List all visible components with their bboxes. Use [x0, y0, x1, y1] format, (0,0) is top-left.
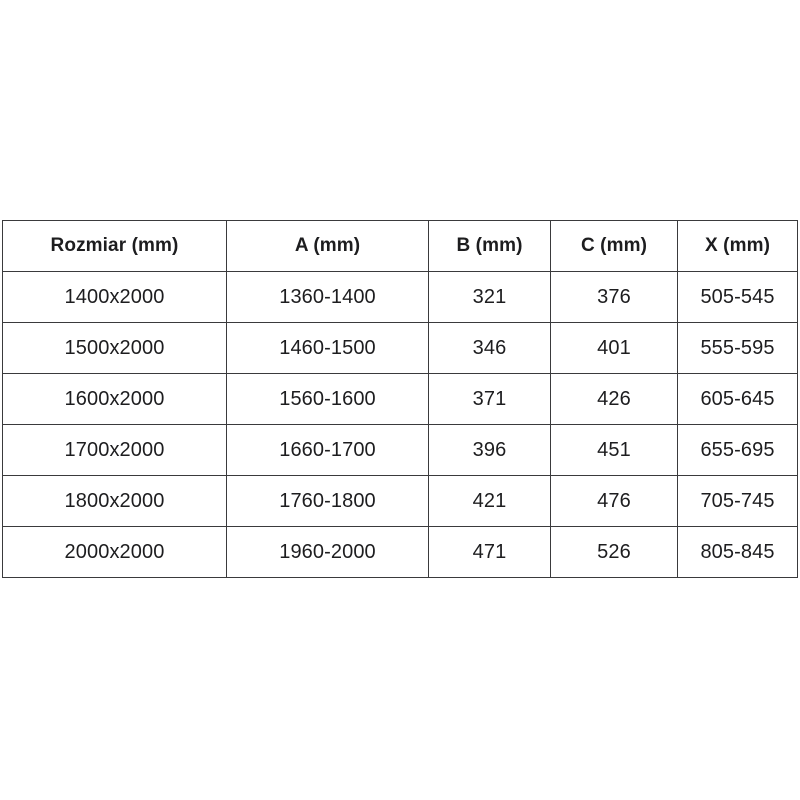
table-row: 1800x2000 1760-1800 421 476 705-745: [2, 475, 798, 527]
cell-x: 655-695: [677, 424, 798, 476]
table-row: 1700x2000 1660-1700 396 451 655-695: [2, 424, 798, 476]
column-header-c: C (mm): [550, 220, 678, 272]
cell-c: 451: [550, 424, 678, 476]
cell-a: 1460-1500: [226, 322, 429, 374]
table-row: 1600x2000 1560-1600 371 426 605-645: [2, 373, 798, 425]
cell-b: 346: [428, 322, 551, 374]
table-body: 1400x2000 1360-1400 321 376 505-545 1500…: [2, 271, 798, 578]
cell-size: 1700x2000: [2, 424, 227, 476]
cell-size: 1800x2000: [2, 475, 227, 527]
cell-a: 1560-1600: [226, 373, 429, 425]
cell-size: 1500x2000: [2, 322, 227, 374]
cell-c: 476: [550, 475, 678, 527]
dimensions-table: Rozmiar (mm) A (mm) B (mm) C (mm) X (mm)…: [2, 220, 798, 578]
cell-b: 371: [428, 373, 551, 425]
cell-x: 705-745: [677, 475, 798, 527]
cell-x: 805-845: [677, 526, 798, 578]
cell-c: 401: [550, 322, 678, 374]
cell-b: 396: [428, 424, 551, 476]
cell-size: 2000x2000: [2, 526, 227, 578]
table-header: Rozmiar (mm) A (mm) B (mm) C (mm) X (mm): [2, 220, 798, 272]
cell-size: 1400x2000: [2, 271, 227, 323]
cell-a: 1960-2000: [226, 526, 429, 578]
column-header-a: A (mm): [226, 220, 429, 272]
cell-b: 321: [428, 271, 551, 323]
cell-x: 505-545: [677, 271, 798, 323]
cell-x: 555-595: [677, 322, 798, 374]
table-row: 2000x2000 1960-2000 471 526 805-845: [2, 526, 798, 578]
dimensions-table-container: Rozmiar (mm) A (mm) B (mm) C (mm) X (mm)…: [2, 220, 798, 578]
cell-b: 471: [428, 526, 551, 578]
cell-c: 376: [550, 271, 678, 323]
column-header-b: B (mm): [428, 220, 551, 272]
column-header-x: X (mm): [677, 220, 798, 272]
cell-x: 605-645: [677, 373, 798, 425]
cell-b: 421: [428, 475, 551, 527]
cell-size: 1600x2000: [2, 373, 227, 425]
column-header-size: Rozmiar (mm): [2, 220, 227, 272]
table-header-row: Rozmiar (mm) A (mm) B (mm) C (mm) X (mm): [2, 220, 798, 272]
cell-c: 426: [550, 373, 678, 425]
table-row: 1400x2000 1360-1400 321 376 505-545: [2, 271, 798, 323]
cell-a: 1760-1800: [226, 475, 429, 527]
cell-a: 1660-1700: [226, 424, 429, 476]
table-row: 1500x2000 1460-1500 346 401 555-595: [2, 322, 798, 374]
cell-a: 1360-1400: [226, 271, 429, 323]
cell-c: 526: [550, 526, 678, 578]
